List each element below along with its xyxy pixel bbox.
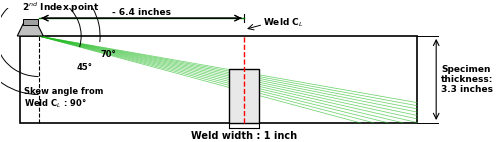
- Text: 70°: 70°: [101, 51, 116, 59]
- Polygon shape: [18, 23, 44, 36]
- Text: Weld C$_L$: Weld C$_L$: [263, 17, 304, 30]
- Bar: [229, 69, 260, 123]
- Bar: [24, 19, 38, 25]
- Text: Skew angle from
Weld C$_L$ : 90°: Skew angle from Weld C$_L$ : 90°: [24, 87, 103, 110]
- Text: Weld width : 1 inch: Weld width : 1 inch: [191, 130, 298, 141]
- Text: 2$^{nd}$ Index point: 2$^{nd}$ Index point: [22, 1, 99, 15]
- Text: - 6.4 inches: - 6.4 inches: [112, 8, 171, 17]
- Text: Specimen
thickness:
3.3 inches: Specimen thickness: 3.3 inches: [441, 65, 494, 94]
- Text: 45°: 45°: [77, 63, 93, 72]
- Bar: [20, 36, 417, 123]
